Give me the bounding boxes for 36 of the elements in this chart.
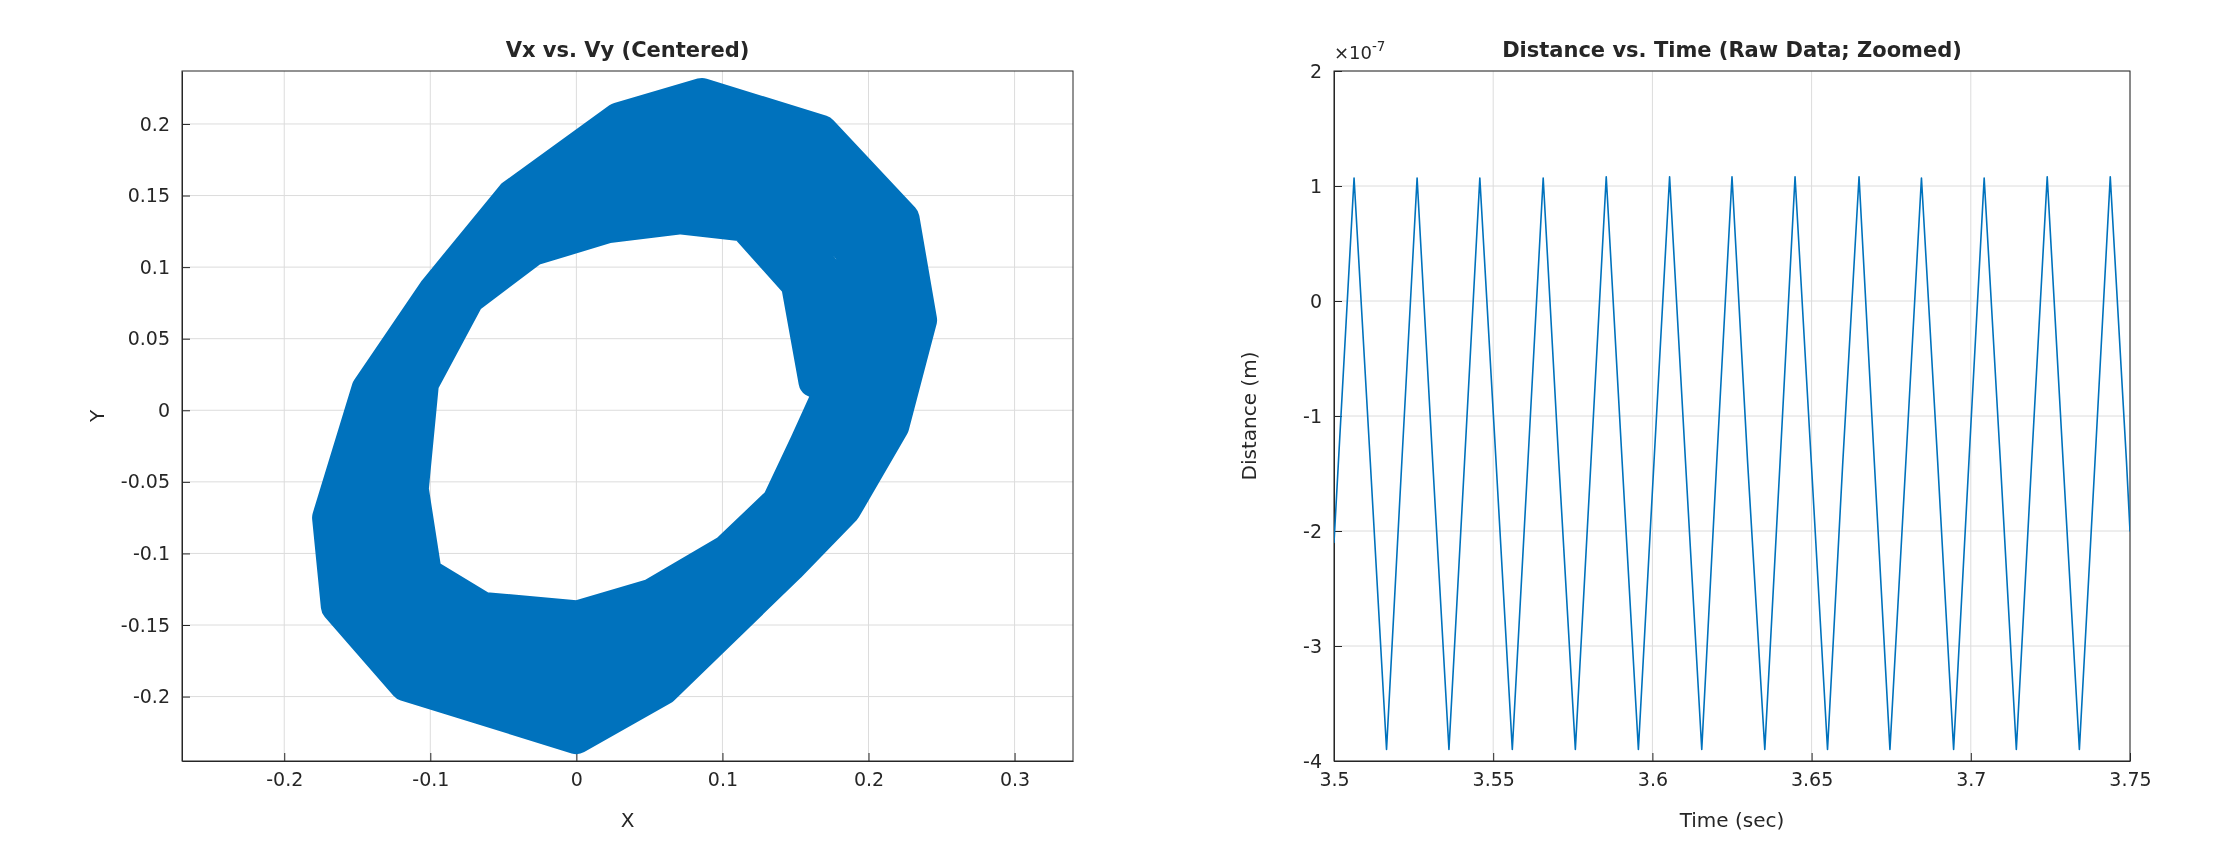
line-series	[1334, 176, 2130, 751]
x-tick-label: 0.2	[853, 768, 885, 791]
y-tick-label: -0.2	[132, 685, 170, 708]
y-tick-label: 0.05	[127, 327, 170, 350]
text: ×10$^{-7}$	[1334, 38, 1386, 63]
x-tick-label: 3.5	[1319, 768, 1350, 791]
y-tick-label: -2	[1303, 519, 1322, 542]
y-tick-label: 0.1	[139, 255, 170, 278]
y-tick-label: 1	[1309, 174, 1322, 197]
x-tick-label: 3.55	[1472, 768, 1515, 791]
y-tick-label: 0	[157, 398, 170, 421]
x-axis-title: X	[620, 808, 635, 832]
x-tick-label: -0.1	[412, 768, 450, 791]
y-axis-title: Y	[85, 409, 109, 424]
y-tick-label: -0.05	[120, 470, 170, 493]
y-tick-label: -4	[1303, 749, 1322, 772]
y-tick-label: -0.1	[132, 542, 170, 565]
y-tick-label: -3	[1303, 634, 1322, 657]
y-tick-label: -1	[1303, 404, 1322, 427]
y-tick-label: 0.2	[139, 112, 170, 135]
x-tick-label: 3.65	[1790, 768, 1834, 791]
y-axis-title: Distance (m)	[1237, 351, 1261, 481]
x-tick-label: 0.3	[999, 768, 1031, 791]
chart-title: Distance vs. Time (Raw Data; Zoomed)	[1502, 38, 1962, 62]
chart-title: Vx vs. Vy (Centered)	[505, 38, 750, 62]
y-tick-label: 0	[1309, 289, 1322, 312]
x-tick-label: 0.1	[707, 768, 739, 791]
y-tick-label: 2	[1309, 59, 1322, 82]
y-tick-label: 0.15	[127, 184, 170, 207]
x-tick-label: 0	[570, 768, 583, 791]
x-tick-label: 3.75	[2109, 768, 2152, 791]
x-tick-label: -0.2	[266, 768, 304, 791]
x-tick-label: 3.7	[1956, 768, 1987, 791]
y-tick-label: -0.15	[120, 613, 170, 636]
x-tick-label: 3.6	[1637, 768, 1669, 791]
x-axis-title: Time (sec)	[1678, 808, 1785, 832]
